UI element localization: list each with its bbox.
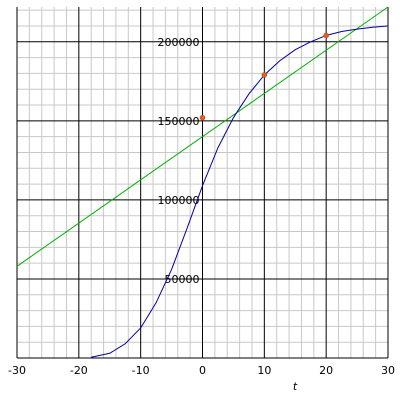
point [261, 72, 268, 78]
x-tick-label: -30 [8, 364, 26, 377]
x-tick-label: 10 [257, 364, 271, 377]
line [16, 6, 389, 267]
y-tick-label: 200000 [158, 36, 200, 49]
y-tick-label: 150000 [158, 115, 200, 128]
point [199, 114, 206, 121]
x-tick-label: 30 [381, 364, 395, 377]
x-tick-label: 20 [319, 364, 333, 377]
y-tick-label: 50000 [165, 273, 200, 286]
y-tick-label: 100000 [158, 194, 200, 207]
x-tick-label: -20 [70, 364, 88, 377]
x-tick-label: -10 [132, 364, 150, 377]
x-tick-label: 0 [199, 364, 206, 377]
line [91, 25, 389, 358]
point [323, 32, 329, 39]
x-axis-label: t [293, 380, 298, 393]
